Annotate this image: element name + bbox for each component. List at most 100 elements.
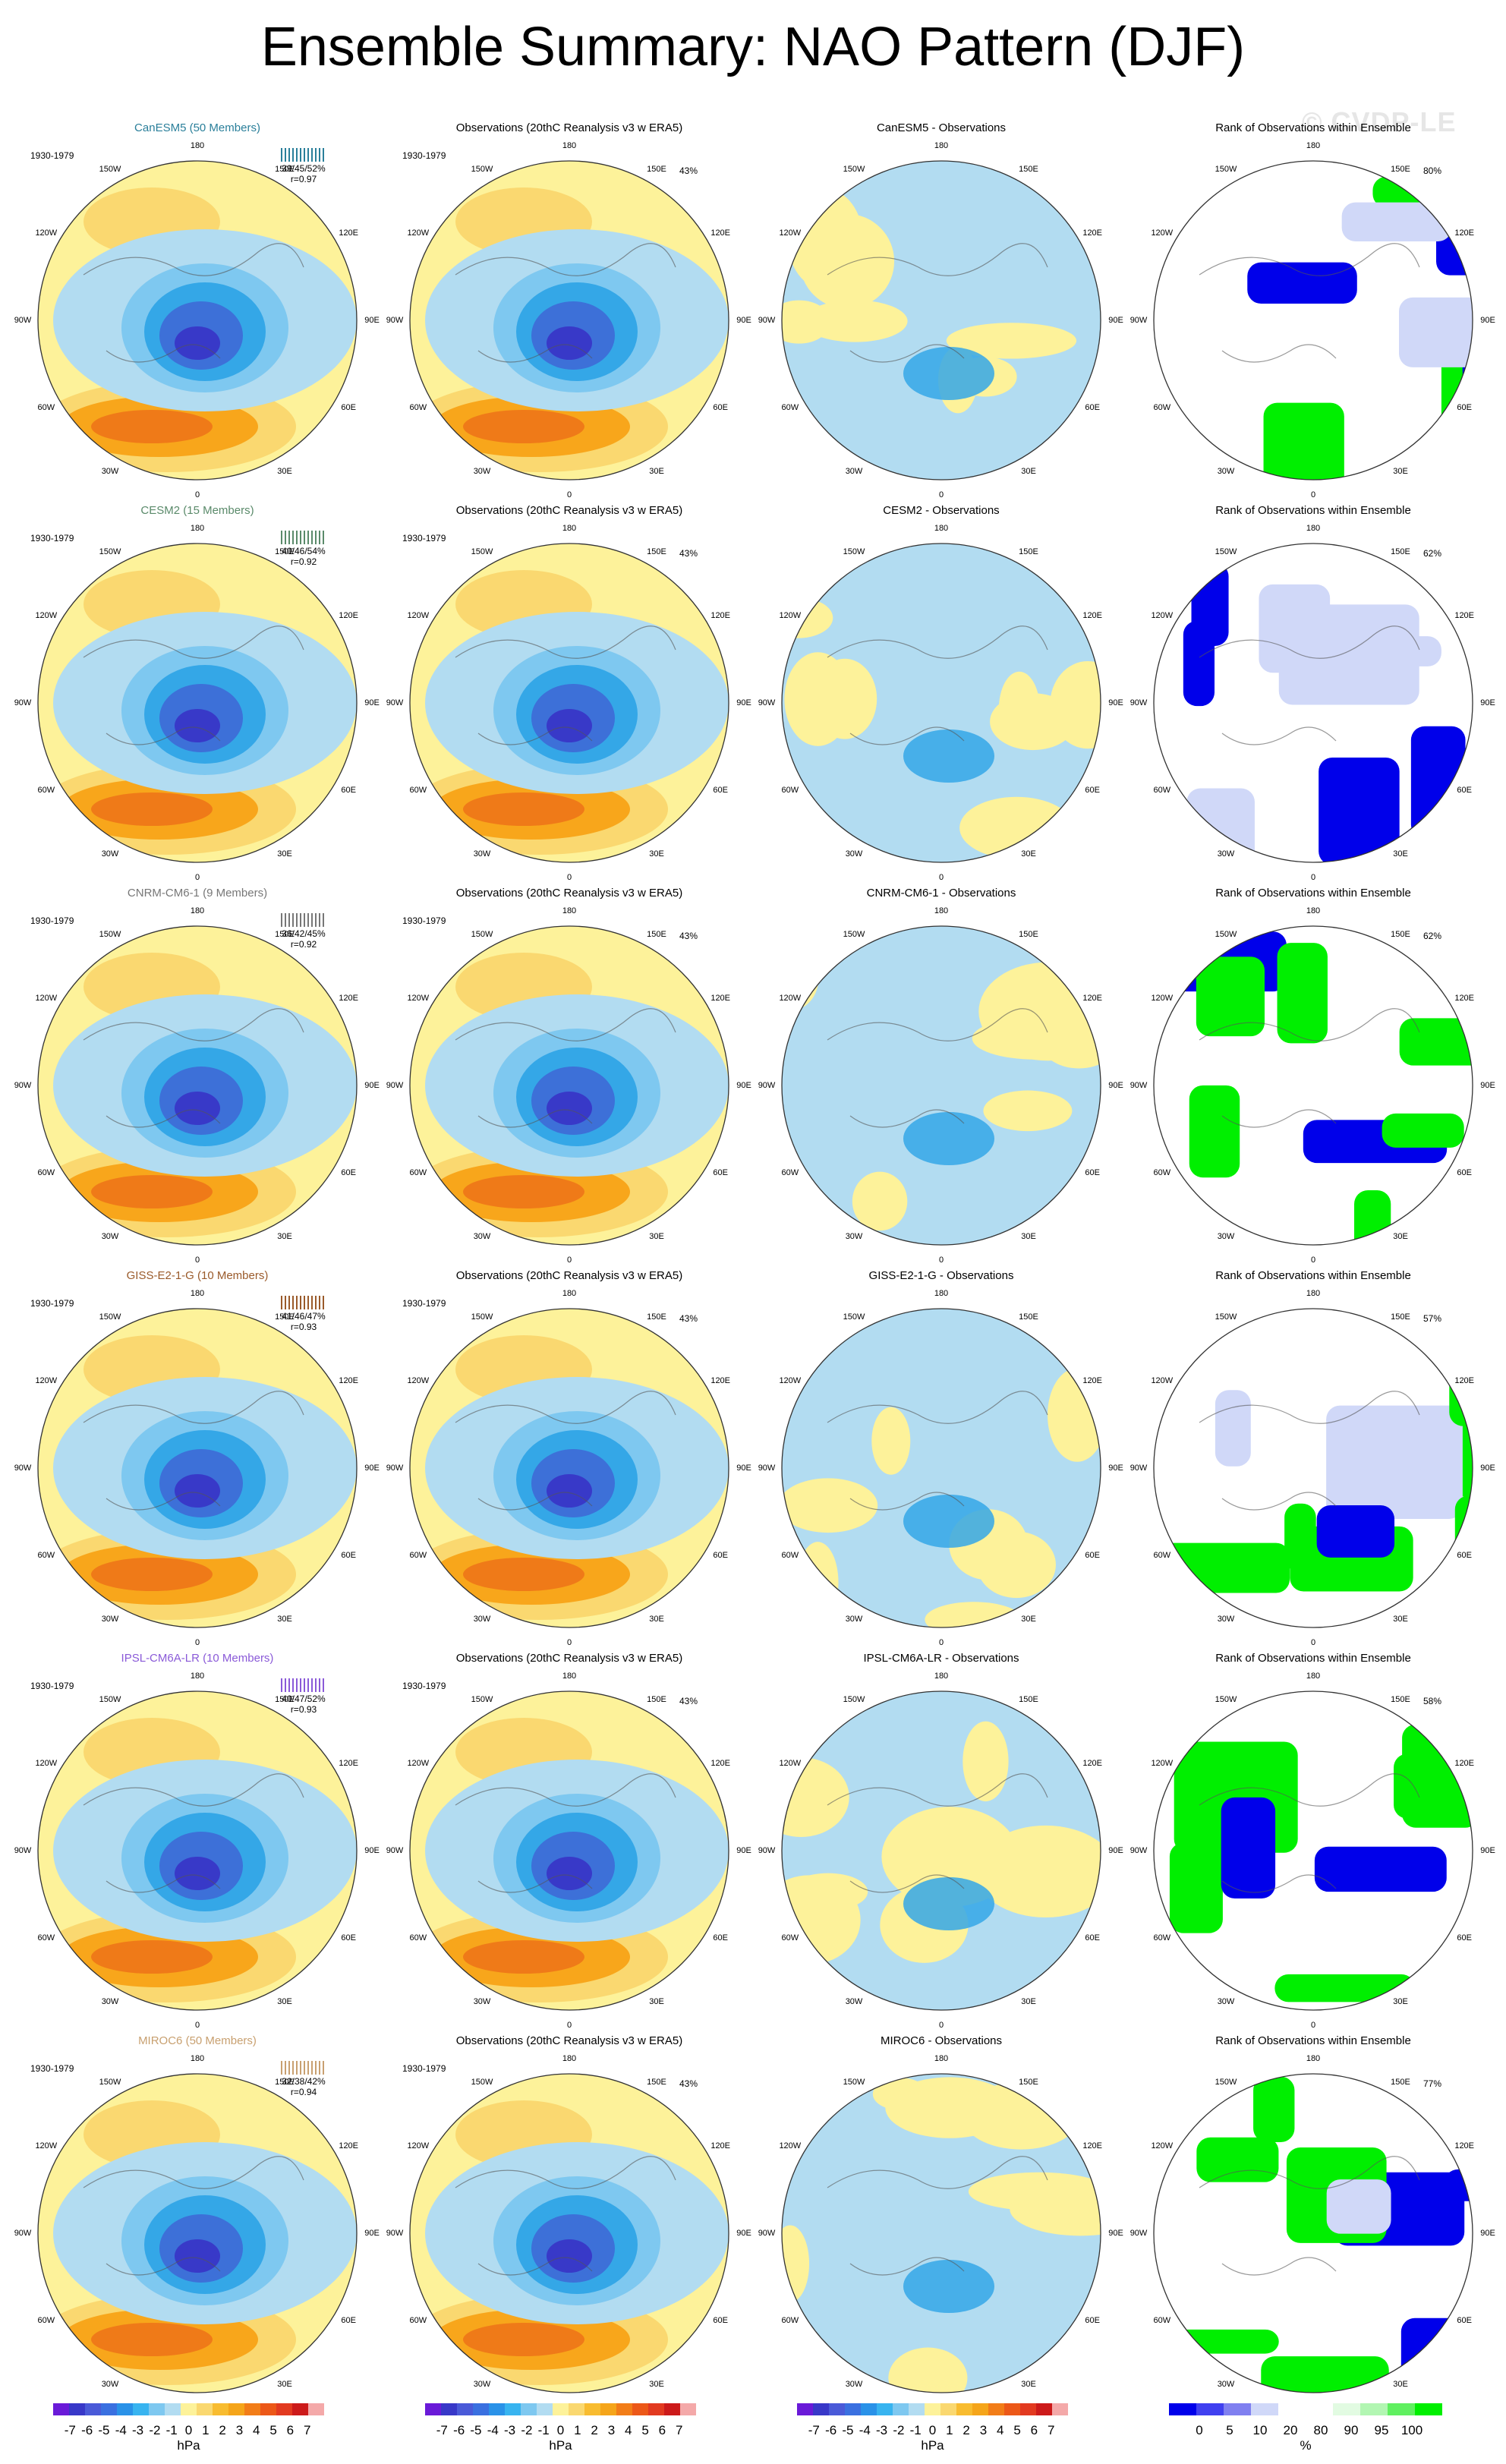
longitude-label: 60W bbox=[409, 2316, 427, 2325]
percent-label: 62% bbox=[1423, 548, 1442, 559]
diff-title: CNRM-CM6-1 - Observations bbox=[866, 887, 1016, 900]
longitude-label: 60W bbox=[37, 1933, 55, 1943]
longitude-label: 150W bbox=[99, 1312, 121, 1322]
percent-label: 43% bbox=[679, 165, 698, 176]
longitude-label: 60E bbox=[1457, 1933, 1472, 1943]
longitude-label: 90E bbox=[364, 698, 380, 707]
stats-percent: 41/46/47% bbox=[282, 1311, 326, 1322]
longitude-label: 150W bbox=[471, 929, 493, 939]
longitude-label: 120W bbox=[35, 1759, 58, 1768]
longitude-label: 150E bbox=[275, 547, 295, 556]
longitude-label: 90E bbox=[736, 2229, 751, 2238]
colorbar-segment bbox=[149, 2403, 165, 2415]
map-obs-2 bbox=[409, 925, 729, 1246]
longitude-label: 30W bbox=[1217, 467, 1235, 477]
longitude-label: 30E bbox=[1393, 467, 1408, 477]
longitude-label: 30W bbox=[101, 849, 119, 859]
longitude-label: 120W bbox=[1151, 228, 1174, 238]
ensemble-spread-bar bbox=[281, 2061, 326, 2075]
map-obs-0 bbox=[409, 160, 729, 481]
colorbar-segment bbox=[505, 2403, 521, 2415]
longitude-label: 120W bbox=[1151, 994, 1174, 1003]
percent-label: 62% bbox=[1423, 931, 1442, 941]
colorbar-tick: 5 bbox=[1013, 2423, 1021, 2437]
colorbar-tick: 1 bbox=[202, 2423, 210, 2437]
longitude-label: 30E bbox=[1021, 1615, 1036, 1624]
longitude-label: 90E bbox=[1108, 1081, 1123, 1090]
colorbar-tick: 7 bbox=[1047, 2423, 1055, 2437]
longitude-label: 120W bbox=[779, 1759, 802, 1768]
longitude-label: 30W bbox=[473, 849, 491, 859]
longitude-label: 30E bbox=[1021, 2380, 1036, 2390]
longitude-label: 30E bbox=[1393, 1232, 1408, 1242]
longitude-label: 120E bbox=[339, 228, 359, 238]
panel-obs-4: Observations (20thC Reanalysis v3 w ERA5… bbox=[386, 1652, 751, 2030]
panel-obs-1: Observations (20thC Reanalysis v3 w ERA5… bbox=[386, 504, 751, 882]
colorbar-tick: 4 bbox=[997, 2423, 1004, 2437]
longitude-label: 180 bbox=[1306, 1289, 1321, 1298]
panel-diff-1: CESM2 - Observations 180 150E 120E 90E 60E 30E… bbox=[758, 504, 1123, 882]
stats-percent: 39/45/52% bbox=[282, 163, 326, 174]
map-diff-0 bbox=[781, 160, 1101, 481]
longitude-label: 60E bbox=[1457, 786, 1472, 795]
longitude-label: 60W bbox=[409, 1551, 427, 1560]
colorbar-tick: -5 bbox=[98, 2423, 110, 2437]
colorbar-segment bbox=[648, 2403, 664, 2415]
longitude-label: 30E bbox=[277, 1997, 292, 2007]
colorbar-tick: -2 bbox=[521, 2423, 533, 2437]
longitude-label: 30W bbox=[101, 467, 119, 477]
longitude-label: 90E bbox=[1108, 1846, 1123, 1855]
period-label: 1930-1979 bbox=[402, 915, 446, 926]
rank-title: Rank of Observations within Ensemble bbox=[1215, 121, 1411, 134]
longitude-label: 150E bbox=[275, 1694, 295, 1704]
colorbar-segment bbox=[181, 2403, 197, 2415]
longitude-label: 90E bbox=[364, 1846, 380, 1855]
colorbar-tick: 80 bbox=[1313, 2423, 1328, 2437]
period-label: 1930-1979 bbox=[402, 1681, 446, 1691]
colorbar-tick: 6 bbox=[1030, 2423, 1038, 2437]
longitude-label: 150W bbox=[843, 1312, 865, 1322]
percent-label: 77% bbox=[1423, 2078, 1442, 2089]
ensemble-stats: 40/46/54% r=0.92 bbox=[258, 531, 349, 567]
longitude-label: 90W bbox=[386, 1464, 404, 1473]
longitude-label: 120E bbox=[1082, 1376, 1103, 1385]
watermark: © CVDP-LE bbox=[1302, 106, 1457, 137]
longitude-label: 90W bbox=[1130, 1846, 1148, 1855]
longitude-label: 90W bbox=[758, 316, 776, 325]
longitude-label: 60W bbox=[781, 1933, 799, 1943]
colorbar-segment bbox=[425, 2403, 441, 2415]
diff-title: IPSL-CM6A-LR - Observations bbox=[863, 1652, 1019, 1665]
stats-correlation: r=0.92 bbox=[290, 556, 317, 567]
longitude-label: 30E bbox=[649, 2380, 664, 2390]
ensemble-spread-bar bbox=[281, 1296, 326, 1309]
colorbar-tick: -3 bbox=[132, 2423, 144, 2437]
colorbar-tick: -4 bbox=[859, 2423, 871, 2437]
longitude-label: 150W bbox=[99, 1694, 121, 1704]
panel-obs-0: Observations (20thC Reanalysis v3 w ERA5… bbox=[386, 121, 751, 499]
colorbar-segment bbox=[600, 2403, 616, 2415]
longitude-label: 150E bbox=[1019, 2077, 1038, 2087]
colorbar-segment bbox=[53, 2403, 69, 2415]
longitude-label: 90W bbox=[14, 316, 32, 325]
longitude-label: 60W bbox=[1153, 1551, 1171, 1560]
colorbar-tick: 5 bbox=[269, 2423, 277, 2437]
longitude-label: 120E bbox=[339, 1376, 359, 1385]
longitude-label: 30W bbox=[845, 2380, 863, 2390]
colorbar-segment bbox=[1224, 2403, 1251, 2415]
longitude-label: 180 bbox=[934, 1672, 949, 1681]
colorbar-segment bbox=[133, 2403, 149, 2415]
rank-title: Rank of Observations within Ensemble bbox=[1215, 1269, 1411, 1282]
period-label: 1930-1979 bbox=[402, 1298, 446, 1309]
colorbar-unit: hPa bbox=[921, 2438, 944, 2453]
colorbar-tick: 100 bbox=[1400, 2423, 1423, 2437]
longitude-label: 150E bbox=[647, 1312, 666, 1322]
ensemble-stats: 32/38/42% r=0.94 bbox=[258, 2061, 349, 2097]
longitude-label: 120W bbox=[779, 611, 802, 620]
longitude-label: 150E bbox=[1019, 164, 1038, 174]
colorbar-segment bbox=[1052, 2403, 1068, 2415]
longitude-label: 30W bbox=[1217, 1615, 1235, 1624]
longitude-label: 90W bbox=[1130, 698, 1148, 707]
longitude-label: 150W bbox=[1215, 929, 1237, 939]
ensemble-stats: 39/45/52% r=0.97 bbox=[258, 148, 349, 184]
longitude-label: 90W bbox=[758, 2229, 776, 2238]
